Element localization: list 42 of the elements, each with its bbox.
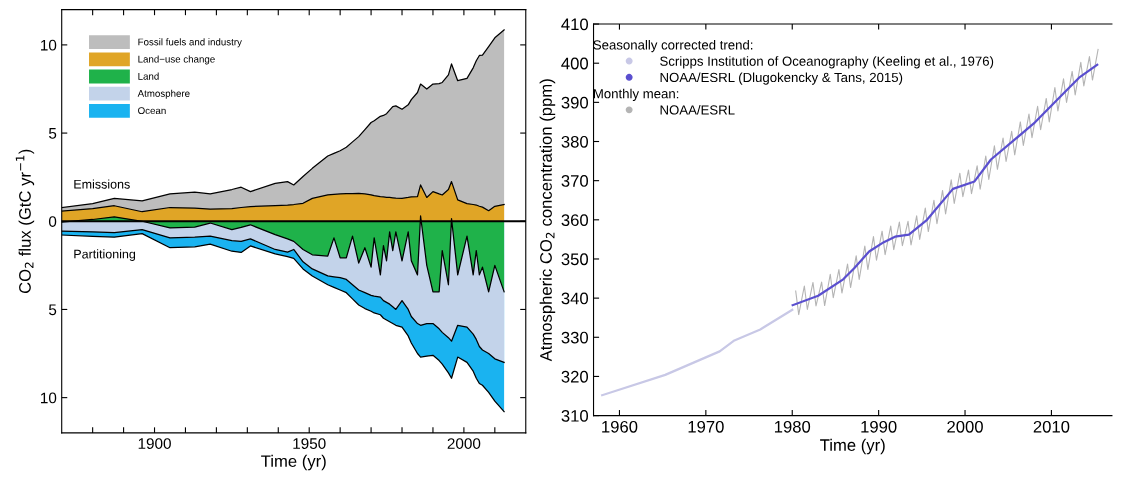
x-tick-label: 2010 [1033,420,1070,433]
line-series [601,308,794,397]
y-tick-label: 400 [561,57,589,70]
y-tick-label: 350 [561,253,589,266]
y-tick-label: 10 [41,39,57,51]
y-tick-label: 360 [561,214,589,227]
annotation: Emissions [74,179,130,189]
x-tick-label: 1950 [293,438,326,449]
legend-label: Ocean [138,107,166,115]
legend-label: Scripps Institution of Oceanography (Keeling et al., 1976) [660,56,994,69]
x-tick-label: 1980 [774,420,811,433]
y-tick-label: 330 [561,331,589,344]
y-tick-label: 310 [561,409,589,422]
y-tick-label: 370 [561,175,589,187]
x-tick-label: 1900 [138,438,171,449]
x-tick-label: 2000 [947,420,983,433]
y-axis-title: Atmospheric CO$_{2}$ concentration (ppm) [539,79,556,362]
x-tick-label: 2000 [447,438,481,449]
x-axis-title: Time (yr) [261,454,326,471]
x-tick-label: 1990 [861,420,897,433]
legend-label: Land [138,72,159,80]
y-axis-title: CO$_{2}$ flux (GtC yr$^{−1}$) [15,149,35,294]
y-tick-label: 0 [48,216,57,227]
y-tick-label: 10 [41,392,57,404]
legend-label: Atmosphere [137,89,190,99]
legend-label: Fossil fuels and industry [138,38,242,48]
y-tick-label: 5 [48,304,57,316]
y-tick-label: 340 [561,292,589,305]
y-tick-label: 390 [561,96,589,109]
legend-label: NOAA/ESRL (Dlugokencky & Tans, 2015) [660,72,903,85]
annotation: Monthly mean: [593,88,679,101]
x-tick-label: 1970 [688,420,724,433]
annotation: Partitioning [74,249,136,261]
y-tick-label: 5 [48,128,57,139]
annotation: Seasonally corrected trend: [593,39,753,53]
x-tick-label: 1960 [602,420,638,433]
y-tick-label: 320 [561,370,589,383]
x-axis-title: Time (yr) [820,438,885,455]
legend-label: NOAA/ESRL [660,104,735,115]
y-tick-label: 380 [561,135,589,148]
y-tick-label: 410 [561,18,589,31]
legend-label: Land−use change [138,55,215,65]
